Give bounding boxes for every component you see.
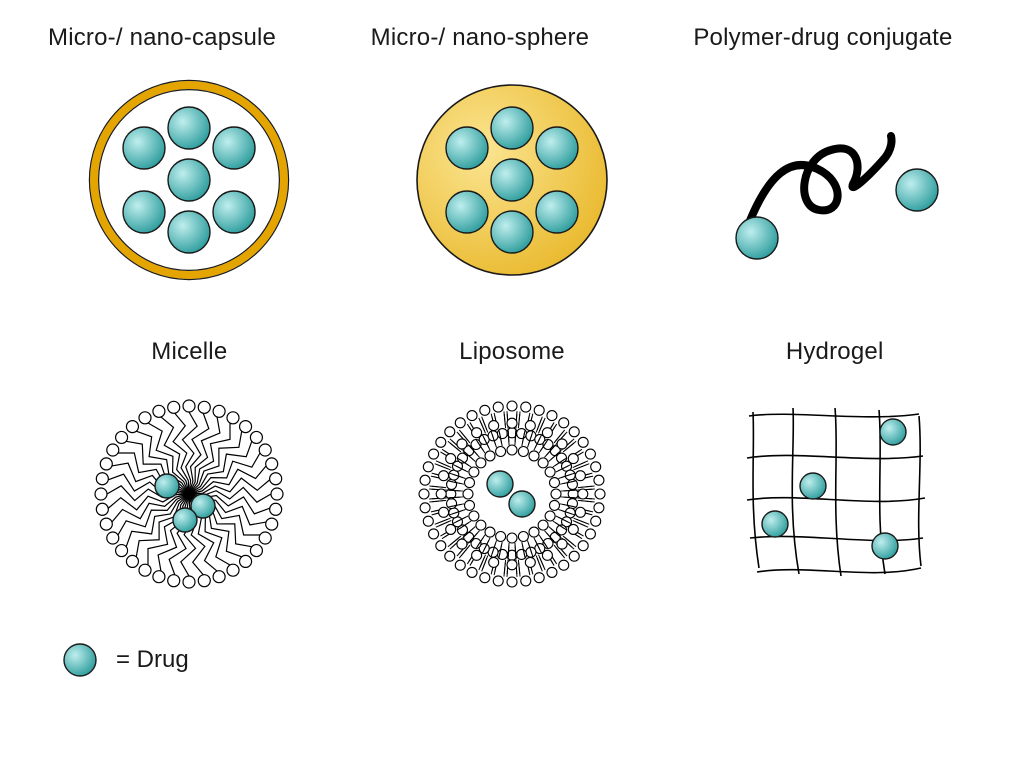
liposome-diagram xyxy=(402,384,622,604)
sphere-title: Micro-/ nano-sphere xyxy=(371,24,654,52)
micelle-title: Micelle xyxy=(48,338,331,366)
legend-label: = Drug xyxy=(116,646,189,674)
polymer-diagram xyxy=(725,90,945,270)
liposome-title: Liposome xyxy=(371,338,654,366)
sphere-diagram xyxy=(402,70,622,290)
drug-swatch-icon xyxy=(60,640,100,680)
micelle-diagram xyxy=(79,384,299,604)
hydrogel-diagram xyxy=(725,384,945,604)
figure-grid: Micro-/ nano-capsule Micro-/ nano-sphere… xyxy=(48,24,976,614)
capsule-diagram xyxy=(79,70,299,290)
figure-page: Micro-/ nano-capsule Micro-/ nano-sphere… xyxy=(0,0,1024,775)
legend: = Drug xyxy=(60,640,976,680)
capsule-title: Micro-/ nano-capsule xyxy=(48,24,331,52)
hydrogel-title: Hydrogel xyxy=(693,338,976,366)
polymer-title: Polymer-drug conjugate xyxy=(693,24,976,52)
